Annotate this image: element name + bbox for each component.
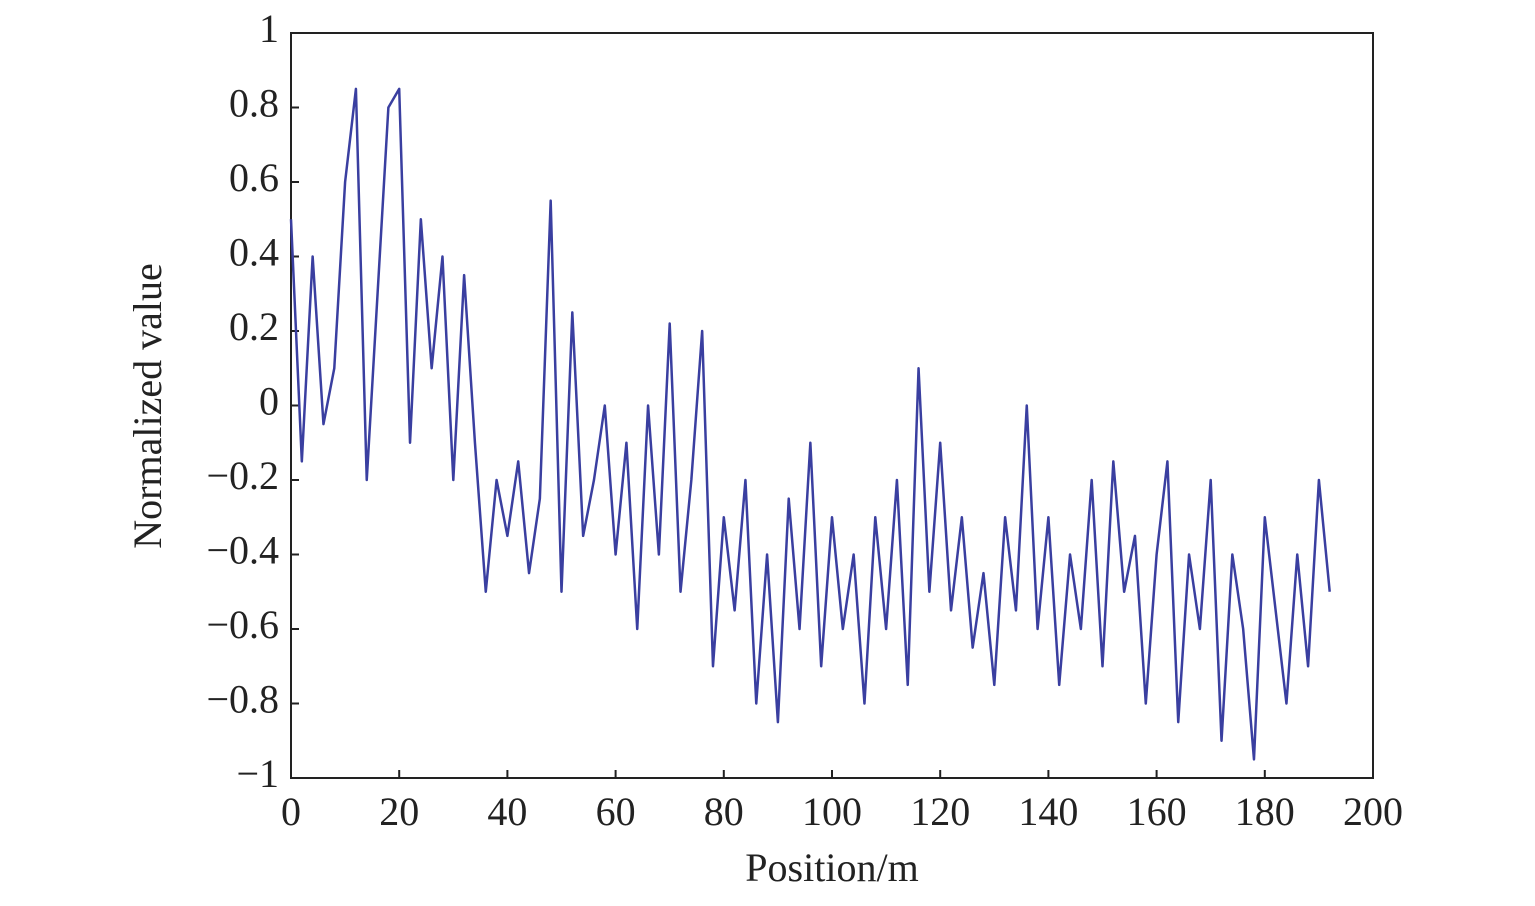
y-tick-label: 0.6: [229, 155, 279, 200]
y-tick-label: 0: [259, 379, 279, 424]
y-tick-label: −1: [236, 751, 279, 796]
x-axis-label: Position/m: [745, 845, 918, 890]
y-tick-label: −0.2: [206, 453, 279, 498]
x-tick-label: 80: [704, 789, 744, 834]
x-tick-label: 140: [1018, 789, 1078, 834]
x-tick-label: 200: [1343, 789, 1403, 834]
x-tick-label: 160: [1127, 789, 1187, 834]
x-tick-label: 120: [910, 789, 970, 834]
x-tick-label: 60: [596, 789, 636, 834]
plot-frame: [290, 32, 1374, 779]
y-tick-label: −0.6: [206, 602, 279, 647]
x-tick-label: 40: [487, 789, 527, 834]
y-axis-label: Normalized value: [125, 263, 170, 548]
y-tick-label: 0.8: [229, 81, 279, 126]
x-tick-label: 100: [802, 789, 862, 834]
y-tick-label: −0.8: [206, 677, 279, 722]
data-line: [289, 87, 1331, 761]
x-tick-label: 0: [281, 789, 301, 834]
x-tick-label: 180: [1235, 789, 1295, 834]
y-tick-label: 0.2: [229, 304, 279, 349]
y-tick-label: −0.4: [206, 528, 279, 573]
x-tick-label: 20: [379, 789, 419, 834]
y-tick-label: 0.4: [229, 230, 279, 275]
y-tick-label: 1: [259, 6, 279, 51]
